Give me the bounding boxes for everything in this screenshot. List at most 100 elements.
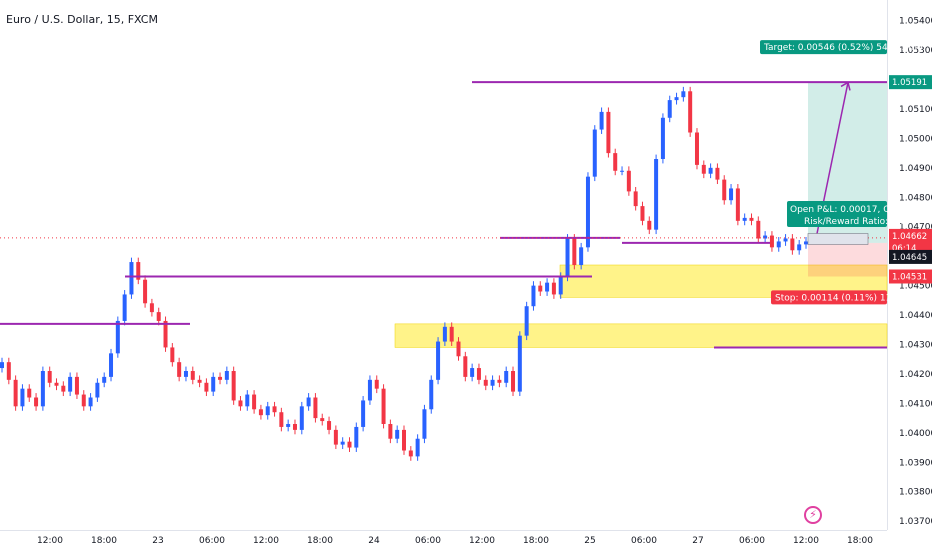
candle-body <box>783 238 788 242</box>
candle-body <box>354 426 359 448</box>
rr-label: Risk/Reward Ratio: 4.7 <box>804 217 905 227</box>
candle-body <box>95 382 100 398</box>
x-tick-label: 12:00 <box>253 536 279 546</box>
x-tick-label: 06:00 <box>199 536 225 546</box>
candle-body <box>415 438 420 457</box>
candle-body <box>647 220 652 230</box>
candle-body <box>620 170 625 172</box>
candle-body <box>258 409 263 416</box>
candle-body <box>197 379 202 383</box>
candle-body <box>422 409 427 439</box>
candle-body <box>163 320 168 348</box>
candle-body <box>483 379 488 386</box>
pnl-panel <box>787 200 887 227</box>
candle-body <box>170 347 175 363</box>
candle-body <box>177 362 182 377</box>
tradingview-logo-icon[interactable]: ⚡ <box>804 506 822 524</box>
y-tick-label: 1.04800 <box>899 193 932 203</box>
candle-body <box>115 320 120 354</box>
x-tick-label: 12:00 <box>793 536 819 546</box>
candle-body <box>129 262 134 295</box>
stop-zone <box>808 242 887 277</box>
candle-body <box>367 379 372 401</box>
candle-body <box>449 326 454 342</box>
y-tick-label: 1.04100 <box>899 399 932 409</box>
candle-body <box>688 91 693 133</box>
candle-body <box>34 397 39 407</box>
candle-body <box>756 220 761 239</box>
y-tick-label: 1.03700 <box>899 517 932 527</box>
candle-body <box>442 326 447 342</box>
countdown-tag: 06:14 <box>892 244 917 254</box>
candle-body <box>572 238 577 265</box>
candle-body <box>54 382 59 386</box>
candle-body <box>340 441 345 445</box>
x-tick-label: 25 <box>584 536 595 546</box>
candle-body <box>517 335 522 392</box>
candle-body <box>613 153 618 171</box>
candle-body <box>606 111 611 154</box>
entry-box <box>807 233 869 245</box>
candle-body <box>633 191 638 207</box>
candle-body <box>272 406 277 413</box>
candle-body <box>565 238 570 277</box>
x-tick-label: 18:00 <box>91 536 117 546</box>
candle-body <box>763 235 768 239</box>
candle-body <box>218 376 223 380</box>
projection-arrow-head <box>840 81 851 91</box>
x-tick-label: 18:00 <box>523 536 549 546</box>
x-tick-label: 18:00 <box>847 536 873 546</box>
candle-body <box>136 262 141 280</box>
candle-body <box>224 371 229 380</box>
candle-body <box>776 241 781 248</box>
candle-body <box>804 241 808 245</box>
candle-body <box>143 279 148 304</box>
candle-body <box>183 371 188 377</box>
candle-body <box>694 132 699 165</box>
candle-body <box>306 397 311 407</box>
candle-body <box>735 188 740 221</box>
candle-body <box>681 91 686 98</box>
candle-body <box>320 418 325 422</box>
x-tick-label: 12:00 <box>469 536 495 546</box>
candle-body <box>27 388 32 398</box>
candle-body <box>797 244 802 251</box>
candle-body <box>742 217 747 221</box>
x-tick-label: 12:00 <box>37 536 63 546</box>
candle-body <box>640 206 645 221</box>
stop-price-tag-bg <box>889 269 932 284</box>
candle-body <box>599 111 604 130</box>
candle-body <box>395 429 400 439</box>
y-tick-label: 1.05100 <box>899 105 932 115</box>
candle-body <box>88 397 93 407</box>
y-tick-label: 1.04900 <box>899 164 932 174</box>
candle-body <box>463 356 468 377</box>
x-tick-label: 18:00 <box>307 536 333 546</box>
candle-body <box>749 217 754 221</box>
target-label-box <box>760 40 887 55</box>
candle-body <box>361 400 366 427</box>
target-label: Target: 0.00546 (0.52%) 54.6, Amo <box>763 43 923 53</box>
candle-body <box>102 376 107 383</box>
candle-body <box>585 176 590 248</box>
candle-body <box>156 312 161 321</box>
candle-body <box>299 406 304 430</box>
candle-body <box>579 247 584 265</box>
candle-body <box>626 170 631 192</box>
candle-body <box>313 397 318 419</box>
x-tick-label: 24 <box>368 536 380 546</box>
candle-body <box>265 406 270 416</box>
candle-body <box>545 282 550 292</box>
candle-body <box>470 368 475 377</box>
candle-body <box>715 167 720 180</box>
stop-label-box <box>771 290 887 305</box>
current-price-tag-bg <box>889 228 932 243</box>
candle-body <box>436 341 441 380</box>
candle-body <box>47 371 52 383</box>
y-tick-label: 1.04200 <box>899 370 932 380</box>
y-tick-label: 1.05300 <box>899 46 932 56</box>
target-price-tag: 1.05191 <box>892 78 927 88</box>
candle-body <box>327 421 332 430</box>
